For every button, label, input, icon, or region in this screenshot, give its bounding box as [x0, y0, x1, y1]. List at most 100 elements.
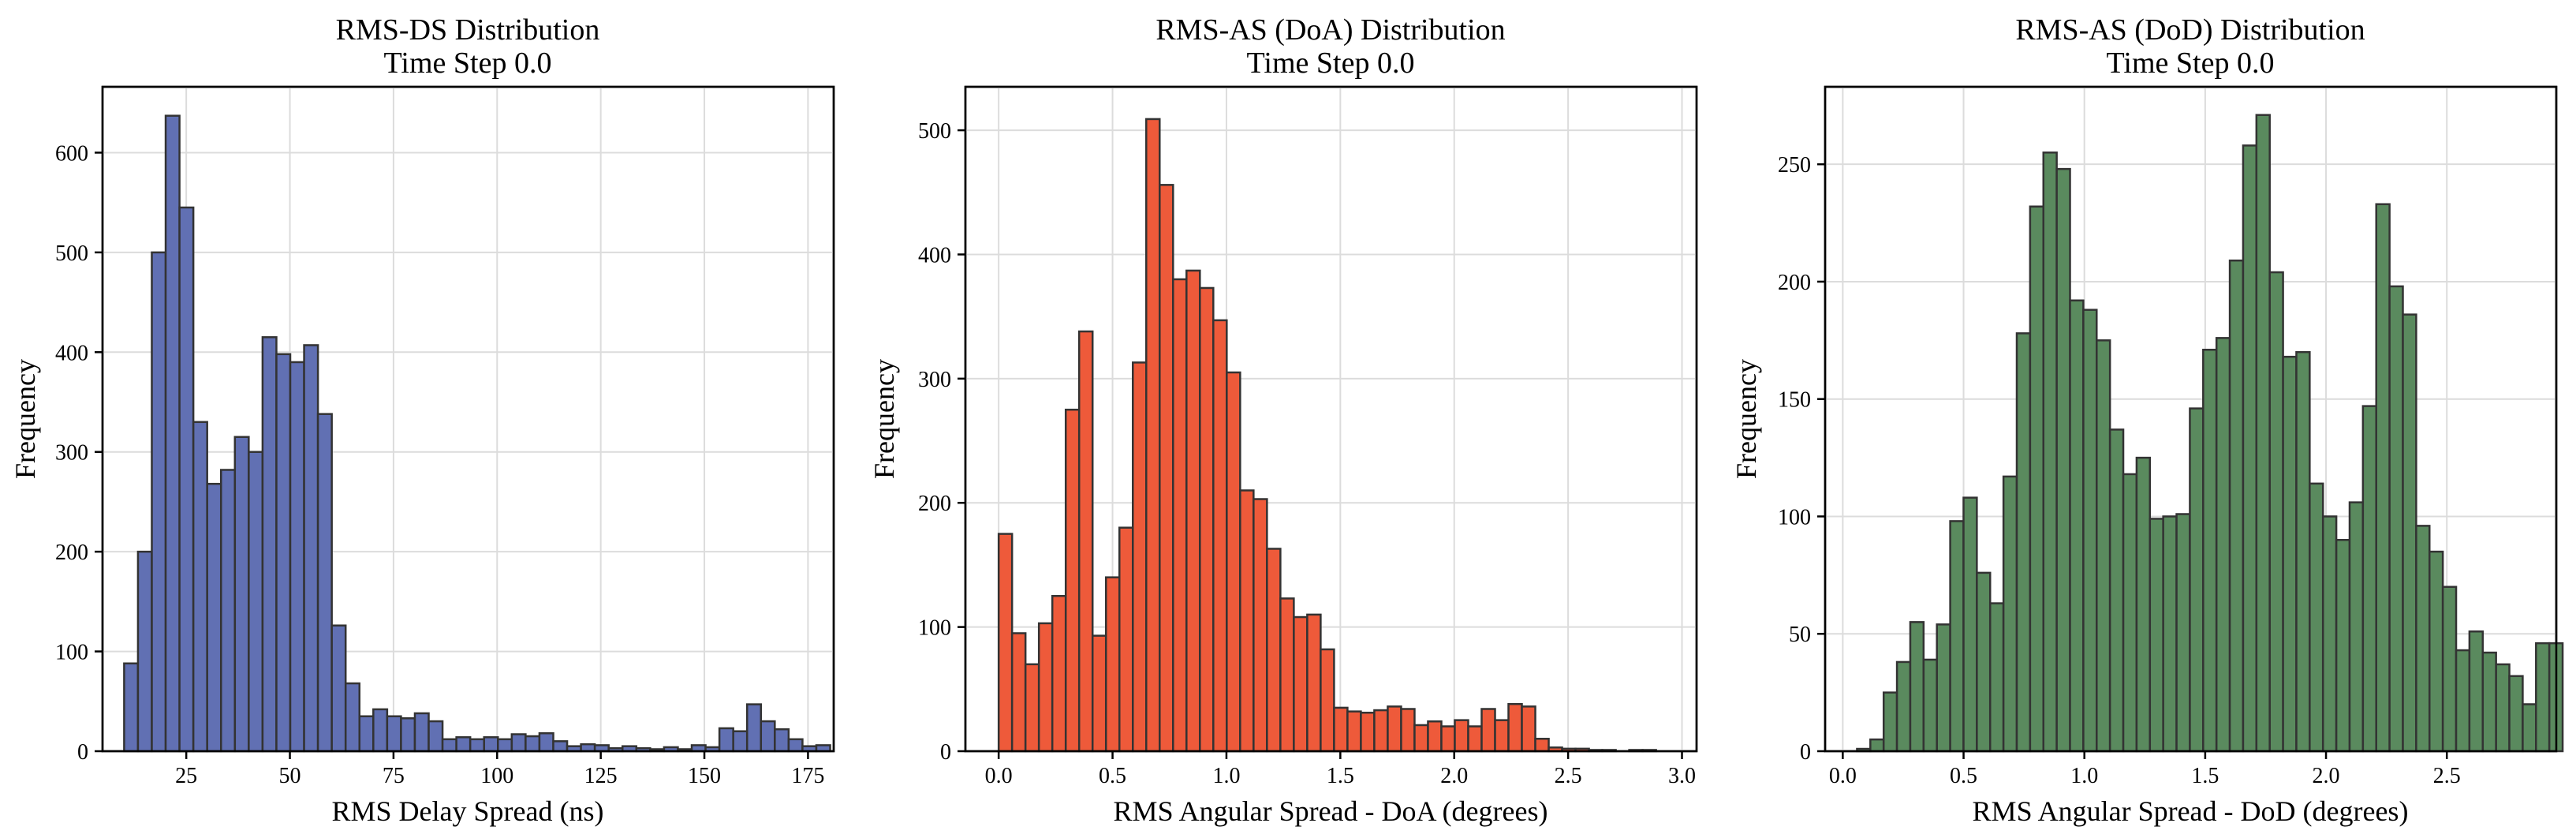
histogram-bar-rms-as-dod-20 [2122, 473, 2138, 753]
histogram-bar-rms-as-dod-38 [2361, 405, 2377, 753]
y-tick-label-rms-as-doa-3: 300 [918, 368, 951, 392]
histogram-bar-rms-ds-14 [316, 413, 333, 753]
histogram-bar-rms-as-dod-37 [2348, 501, 2365, 753]
histogram-bar-rms-as-doa-27 [1360, 711, 1376, 753]
chart-panel-rms-as-dod: 0.0 0.5 1.0 1.5 2.0 2.5 0 50 100 150 200 250 RMS-A… [1730, 13, 2564, 827]
x-ticks-rms-as-doa: 0.0 0.5 1.0 1.5 2.0 2.5 3.0 [985, 751, 1696, 788]
x-axis-label-rms-as-dod: RMS Angular Spread - DoD (degrees) [1973, 795, 2409, 827]
y-axis-label-rms-as-doa: Frequency [868, 359, 900, 479]
histogram-bar-rms-as-doa-22 [1293, 615, 1309, 753]
histogram-bar-rms-ds-10 [261, 336, 278, 753]
histogram-bar-rms-ds-11 [275, 353, 292, 753]
histogram-bar-rms-ds-25 [469, 738, 485, 753]
histogram-bar-rms-as-dod-41 [2402, 313, 2417, 753]
y-tick-label-rms-as-doa-0: 0 [940, 740, 951, 765]
histogram-bar-rms-as-doa-11 [1145, 118, 1161, 753]
x-axis-label-rms-ds: RMS Delay Spread (ns) [332, 795, 604, 827]
histogram-bar-rms-as-dod-51 [2535, 642, 2551, 753]
histogram-bar-rms-as-doa-16 [1212, 319, 1228, 753]
histogram-bar-rms-as-dod-50 [2522, 703, 2537, 753]
histogram-bar-rms-ds-31 [552, 740, 569, 753]
x-tick-label-rms-as-dod-0: 0.0 [1829, 764, 1857, 788]
histogram-bar-rms-as-dod-6 [1936, 623, 1951, 753]
histogram-bar-rms-as-dod-27 [2215, 337, 2231, 753]
chart-subtitle-rms-as-dod: Time Step 0.0 [2107, 47, 2275, 80]
histogram-bar-rms-as-dod-43 [2429, 550, 2444, 753]
histogram-bar-rms-ds-44 [732, 730, 749, 753]
histogram-bar-rms-as-dod-17 [2082, 309, 2098, 753]
histogram-bar-rms-as-doa-24 [1320, 648, 1335, 753]
histogram-bar-rms-as-dod-40 [2388, 285, 2404, 753]
x-tick-label-rms-as-doa-2: 1.0 [1212, 764, 1240, 788]
histogram-bar-rms-as-doa-1 [1010, 632, 1027, 753]
histogram-bar-rms-as-doa-38 [1507, 702, 1523, 753]
histogram-bar-rms-ds-16 [344, 682, 361, 753]
x-tick-label-rms-ds-5: 150 [688, 764, 721, 788]
histogram-bar-rms-ds-17 [358, 715, 375, 753]
histogram-bar-rms-ds-27 [497, 738, 513, 753]
histogram-bar-rms-as-dod-15 [2055, 167, 2071, 753]
histogram-bar-rms-as-doa-35 [1467, 725, 1483, 753]
histogram-bar-rms-ds-45 [745, 703, 763, 753]
histogram-bar-rms-as-doa-12 [1159, 184, 1174, 753]
histogram-bar-rms-as-dod-31 [2268, 271, 2284, 753]
axes-frame-rms-ds [101, 85, 835, 753]
histogram-bar-rms-as-dod-11 [2002, 475, 2018, 753]
y-tick-label-rms-as-dod-1: 50 [1789, 623, 1811, 647]
y-tick-label-rms-as-doa-5: 500 [918, 119, 951, 144]
x-tick-label-rms-ds-2: 75 [383, 764, 405, 788]
y-ticks-rms-ds: 0 100 200 300 400 500 600 [55, 141, 103, 765]
histogram-bar-rms-as-dod-42 [2415, 525, 2431, 753]
y-tick-label-rms-ds-5: 500 [55, 241, 88, 266]
y-ticks-rms-as-doa: 0 100 200 300 400 500 [918, 119, 965, 765]
histogram-bar-rms-as-dod-9 [1976, 571, 1992, 753]
y-tick-label-rms-ds-4: 400 [55, 341, 88, 365]
histogram-bar-rms-as-doa-14 [1185, 269, 1201, 753]
y-tick-label-rms-as-doa-1: 100 [918, 616, 951, 641]
y-axis-label-rms-ds: Frequency [9, 359, 41, 479]
histogram-bar-rms-ds-6 [206, 482, 222, 753]
histogram-bar-rms-as-doa-39 [1521, 705, 1536, 753]
histogram-bar-rms-as-dod-32 [2282, 355, 2298, 753]
x-tick-label-rms-ds-4: 125 [584, 764, 618, 788]
axes-frame-rms-as-doa [964, 85, 1698, 753]
x-axis-label-rms-as-doa: RMS Angular Spread - DoA (degrees) [1114, 795, 1548, 827]
histogram-bar-rms-as-dod-23 [2162, 515, 2178, 753]
histogram-bar-rms-as-doa-25 [1333, 706, 1349, 753]
x-tick-label-rms-as-dod-3: 1.5 [2191, 764, 2219, 788]
histogram-bar-rms-as-dod-18 [2096, 339, 2111, 753]
histogram-bar-rms-ds-13 [303, 344, 319, 753]
histogram-bar-rms-ds-21 [413, 712, 430, 753]
histogram-bar-rms-as-doa-15 [1199, 286, 1215, 753]
histogram-bar-rms-as-doa-7 [1091, 634, 1107, 753]
histogram-bar-rms-ds-2 [151, 251, 167, 753]
histogram-bar-rms-ds-24 [455, 736, 472, 753]
histogram-bar-rms-as-dod-46 [2468, 630, 2485, 753]
chart-title-rms-ds: RMS-DS Distribution [336, 13, 600, 47]
histogram-bar-rms-ds-28 [510, 733, 527, 753]
x-tick-label-rms-as-doa-0: 0.0 [985, 764, 1013, 788]
histogram-bar-rms-as-dod-1 [1869, 738, 1885, 753]
histogram-bar-rms-as-dod-3 [1895, 660, 1912, 753]
x-tick-label-rms-as-doa-4: 2.0 [1440, 764, 1468, 788]
y-tick-label-rms-as-dod-2: 100 [1778, 505, 1811, 529]
histogram-bar-rms-as-dod-22 [2149, 518, 2164, 753]
histogram-bar-rms-as-doa-26 [1346, 710, 1362, 753]
histogram-bar-rms-as-doa-23 [1306, 613, 1322, 753]
chart-panel-rms-ds: 25 50 75 100 125 150 175 0 100 200 300 400 500 600 R… [9, 13, 835, 827]
histogram-bar-rms-ds-43 [718, 727, 734, 753]
histogram-bar-rms-as-dod-34 [2309, 482, 2324, 753]
histogram-bar-rms-ds-48 [787, 738, 804, 753]
histogram-bar-rms-as-dod-35 [2321, 515, 2338, 753]
histogram-bar-rms-as-doa-13 [1172, 278, 1188, 753]
histogram-bar-rms-as-dod-28 [2228, 259, 2245, 753]
histogram-bar-rms-as-dod-44 [2441, 585, 2458, 753]
x-ticks-rms-ds: 25 50 75 100 125 150 175 [175, 751, 824, 788]
y-ticks-rms-as-dod: 0 50 100 150 200 250 [1778, 153, 1825, 765]
histogram-bar-rms-as-doa-4 [1051, 595, 1067, 753]
histogram-bars-rms-ds [123, 114, 831, 753]
histogram-bar-rms-as-doa-32 [1427, 720, 1443, 753]
histogram-bar-rms-as-dod-48 [2495, 663, 2511, 753]
histogram-bar-rms-ds-9 [248, 451, 264, 753]
histogram-bar-rms-as-doa-20 [1266, 548, 1282, 753]
